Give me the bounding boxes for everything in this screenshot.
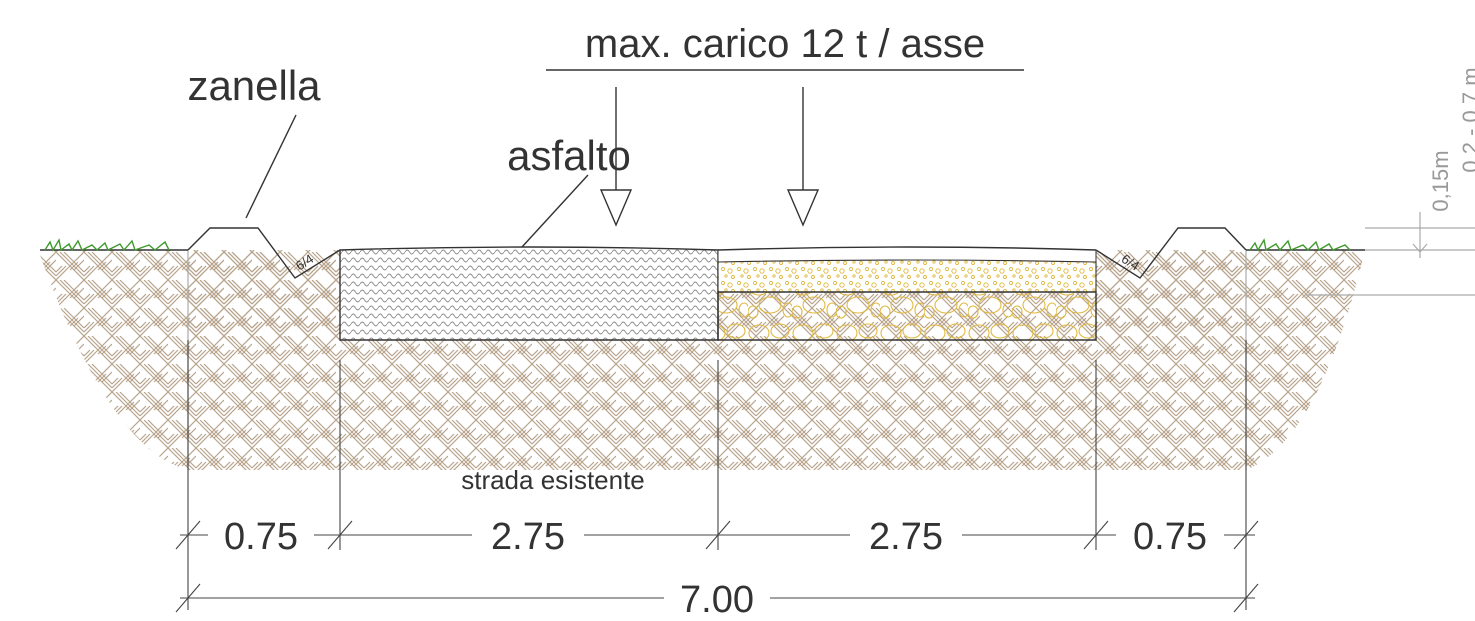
load-label: max. carico 12 t / asse: [585, 22, 985, 66]
asphalt-label: asfalto: [507, 132, 631, 179]
grass-left: [44, 238, 170, 252]
gravel-coarse-layer: [717, 291, 1097, 341]
right-curb: [1096, 228, 1246, 340]
existing-road-label: strada esistente: [461, 465, 645, 495]
asphalt-leader: [521, 174, 589, 248]
dim-total: 7.00: [680, 579, 754, 621]
depth-label: 0,15m: [1428, 150, 1453, 211]
load-arrow-right: [786, 189, 820, 227]
grass-right: [1249, 238, 1351, 252]
curb-label: zanella: [187, 62, 321, 109]
left-curb-outline: [187, 227, 341, 279]
curb-leader: [245, 114, 297, 219]
dim-curb-left: 0.75: [224, 516, 298, 558]
dim-curb-right: 0.75: [1133, 516, 1207, 558]
dim-lane-left: 2.75: [491, 516, 565, 558]
right-curb-outline: [1095, 227, 1247, 279]
load-arrow-left: [599, 189, 633, 227]
left-curb: [188, 228, 340, 340]
right-edge-label: 0,2 - 0,7 m: [1458, 67, 1475, 172]
dim-lane-right: 2.75: [869, 516, 943, 558]
